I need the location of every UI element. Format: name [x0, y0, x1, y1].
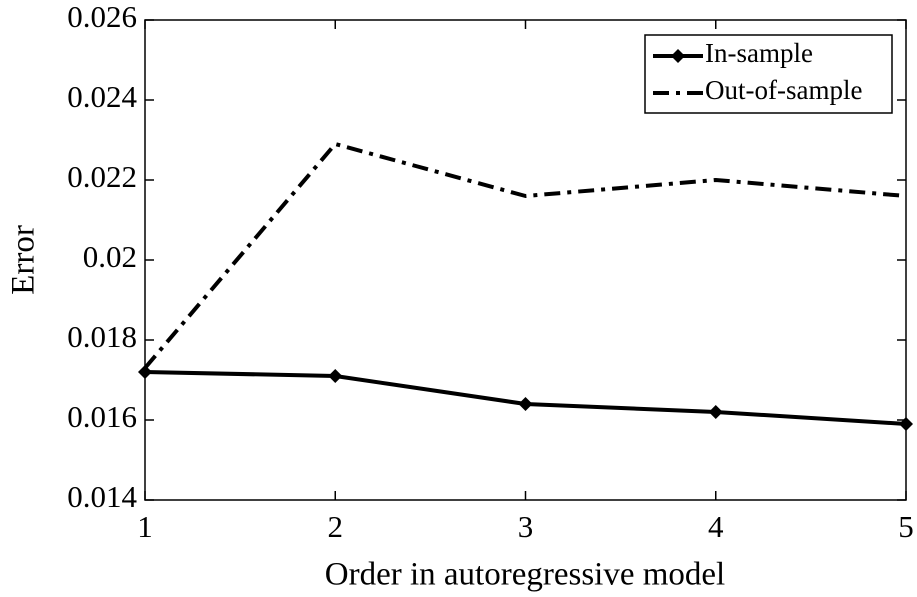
marker	[708, 405, 723, 419]
y-tick-label: 0.026	[67, 0, 137, 34]
marker	[328, 369, 343, 383]
x-tick-label: 2	[328, 509, 344, 544]
legend-marker	[671, 49, 685, 63]
y-axis-label: Error	[6, 225, 42, 295]
y-tick-label: 0.018	[67, 319, 137, 354]
marker	[518, 397, 533, 411]
y-tick-label: 0.02	[83, 239, 137, 274]
y-tick-label: 0.016	[67, 399, 137, 434]
legend-text: In-sample	[705, 38, 813, 68]
marker	[138, 365, 152, 379]
x-tick-label: 3	[518, 509, 534, 544]
y-tick-label: 0.024	[67, 79, 137, 114]
series-line	[143, 142, 907, 370]
legend-box	[644, 34, 893, 114]
y-tick-label: 0.022	[67, 159, 137, 194]
x-axis-label: Order in autoregressive model	[325, 557, 725, 593]
marker	[899, 417, 913, 431]
x-tick-label: 1	[137, 509, 153, 544]
legend-text: Out-of-sample	[705, 75, 862, 105]
x-tick-label: 4	[708, 509, 724, 544]
y-tick-label: 0.014	[67, 479, 137, 514]
x-tick-label: 5	[898, 509, 914, 544]
